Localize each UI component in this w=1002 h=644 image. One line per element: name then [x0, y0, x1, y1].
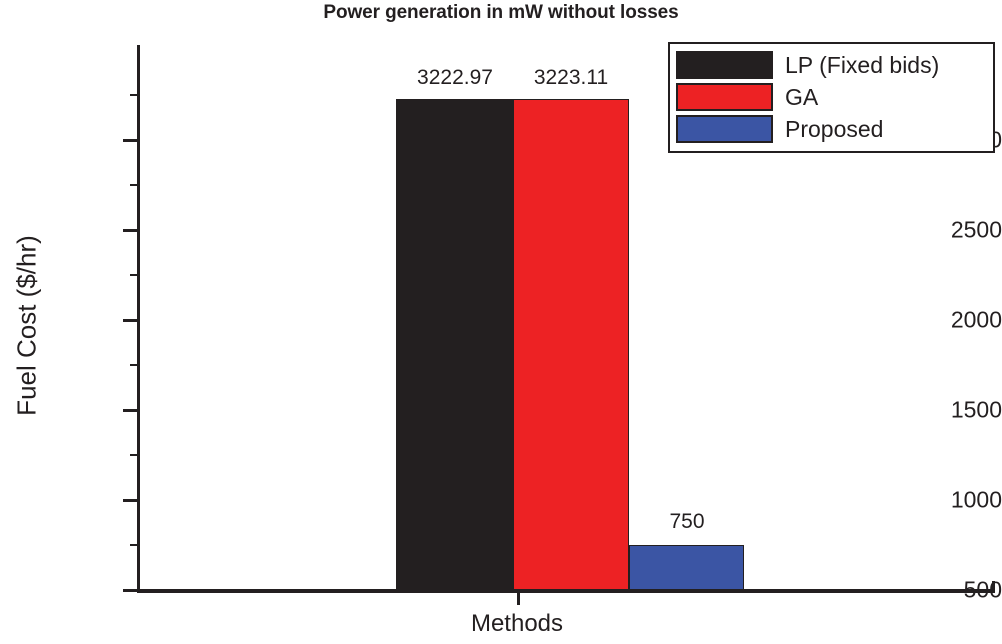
- y-tick-500: [123, 589, 140, 592]
- chart-title: Power generation in mW without losses: [323, 2, 679, 23]
- bar-value-ga: 3223.11: [533, 66, 609, 89]
- y-minor-tick-3250: [130, 94, 140, 96]
- legend: LP (Fixed bids) GA Proposed: [668, 42, 995, 153]
- legend-label-lp-fixed-bids: LP (Fixed bids): [785, 51, 940, 78]
- bar-ga: [513, 98, 629, 590]
- x-axis-line: [137, 589, 995, 593]
- legend-swatch-ga: [676, 83, 773, 111]
- y-minor-tick-2750: [130, 184, 140, 186]
- legend-label-ga: GA: [785, 83, 819, 110]
- legend-label-proposed: Proposed: [785, 115, 884, 142]
- y-tick-2500: [123, 229, 140, 232]
- x-axis-end-cap: [992, 581, 995, 593]
- y-tick-label-2000: 2000: [950, 306, 1002, 333]
- y-axis-title: Fuel Cost ($/hr): [11, 235, 42, 416]
- y-tick-1000: [123, 499, 140, 502]
- y-tick-2000: [123, 319, 140, 322]
- legend-swatch-proposed: [676, 115, 773, 143]
- legend-item-ga: GA: [676, 81, 987, 113]
- y-tick-1500: [123, 409, 140, 412]
- y-tick-label-1500: 1500: [950, 396, 1002, 423]
- bar-value-lp-fixed-bids: 3222.97: [417, 66, 493, 89]
- y-tick-3000: [123, 139, 140, 142]
- x-axis-center-tick: [517, 592, 520, 605]
- y-minor-tick-750: [130, 544, 140, 546]
- legend-item-lp-fixed-bids: LP (Fixed bids): [676, 49, 987, 81]
- legend-swatch-lp-fixed-bids: [676, 51, 773, 79]
- bar-proposed: [629, 544, 744, 590]
- y-minor-tick-2250: [130, 274, 140, 276]
- y-minor-tick-1750: [130, 364, 140, 366]
- y-tick-label-2500: 2500: [950, 216, 1002, 243]
- y-tick-label-1000: 1000: [950, 486, 1002, 513]
- bar-value-proposed: 750: [669, 510, 705, 533]
- y-minor-tick-1250: [130, 454, 140, 456]
- legend-item-proposed: Proposed: [676, 113, 987, 145]
- x-axis-title: Methods: [470, 610, 564, 637]
- bar-lp-fixed-bids: [396, 98, 513, 590]
- y-axis-line: [137, 45, 140, 593]
